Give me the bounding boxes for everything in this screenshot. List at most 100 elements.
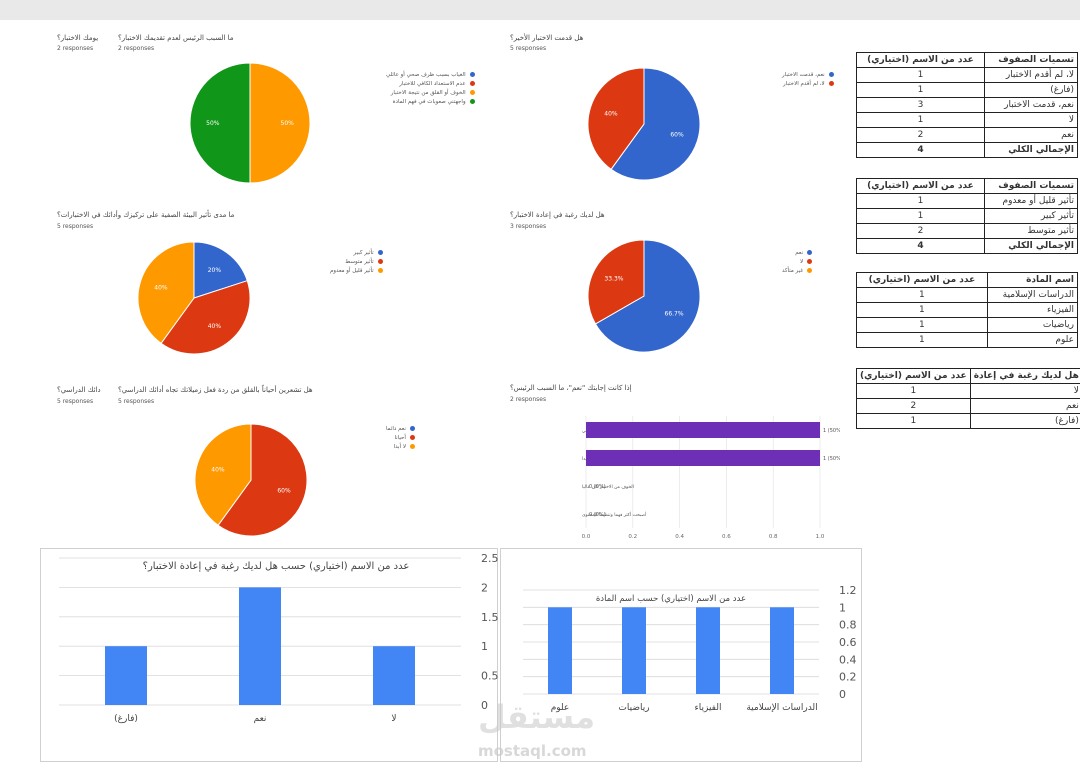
pie-slice-label: 40% bbox=[154, 284, 168, 291]
table-row: (فارغ) 1 bbox=[856, 82, 1079, 98]
pie-legend: الغياب بسبب ظرف صحي أو عائلي عدم الاستعدا… bbox=[386, 70, 475, 106]
pie-chart: 66.7% 33.3% bbox=[587, 239, 701, 353]
pie-chart: 50% 50% bbox=[189, 62, 311, 184]
table-cell: الإجمالي الكلي bbox=[983, 238, 1079, 254]
legend-dot-icon bbox=[409, 435, 415, 440]
y-tick-label: 0.4 bbox=[839, 653, 857, 666]
pie-slice-label: 66.7% bbox=[665, 310, 684, 317]
legend-label: تأثير كبير bbox=[353, 249, 374, 256]
legend-label: الغياب بسبب ظرف صحي أو عائلي bbox=[386, 71, 466, 78]
pie-chart: 60% 40% bbox=[587, 67, 701, 181]
pie-slice-label: 50% bbox=[206, 120, 220, 127]
legend-dot-icon bbox=[828, 81, 834, 86]
pivot-table-took-exam: تسميات الصفوف عدد من الاسم (اختياري) لا، ل… bbox=[856, 52, 1079, 158]
table-cell: 2 bbox=[856, 223, 985, 239]
bar bbox=[586, 422, 820, 438]
bar bbox=[586, 450, 820, 466]
table-header-row: اسم المادة عدد من الاسم (اختياري) bbox=[856, 272, 1079, 288]
question-title: هل تشعرين أحياناً بالقلق من ردة فعل زميل… bbox=[118, 386, 313, 394]
table-cell: الدراسات الإسلامية bbox=[986, 287, 1079, 303]
pie-legend: نعم لا غير متأكد bbox=[782, 248, 813, 275]
legend-label: نعم دائما bbox=[386, 425, 406, 432]
table-row: لا 1 bbox=[856, 383, 1080, 399]
pie-slice-label: 33.3% bbox=[604, 276, 623, 283]
table-cell: لا، لم أقدم الاختبار bbox=[983, 67, 1079, 83]
y-tick-label: 0 bbox=[839, 688, 846, 701]
pie-slice bbox=[249, 62, 311, 184]
table-row: نعم 2 bbox=[856, 127, 1079, 143]
legend-label: تأثير متوسط bbox=[345, 258, 374, 265]
table-cell: تسميات الصفوف bbox=[983, 52, 1079, 68]
table-row: تأثير متوسط 2 bbox=[856, 223, 1079, 239]
table-total-row: الإجمالي الكلي 4 bbox=[856, 238, 1079, 254]
question-title-extra: دائك الدراسي؟ bbox=[57, 386, 101, 394]
y-tick-label: 0.2 bbox=[839, 671, 857, 684]
table-cell: عدد من الاسم (اختياري) bbox=[856, 368, 971, 384]
pie-slice-label: 60% bbox=[670, 132, 684, 139]
responses-count: 5 responses bbox=[510, 45, 547, 52]
pie-slice-label: 50% bbox=[281, 120, 295, 127]
bar bbox=[622, 607, 646, 694]
legend-dot-icon bbox=[807, 250, 813, 255]
table-row: لا 1 bbox=[856, 112, 1079, 128]
legend-label: غير متأكد bbox=[782, 267, 804, 274]
table-cell: نعم bbox=[969, 398, 1080, 414]
table-cell: 2 bbox=[856, 127, 985, 143]
bar bbox=[239, 587, 281, 705]
table-row: علوم 1 bbox=[856, 332, 1079, 348]
table-cell: عدد من الاسم (اختياري) bbox=[856, 178, 985, 194]
pie-slice-label: 40% bbox=[208, 323, 222, 330]
pie-slice bbox=[594, 239, 701, 353]
legend-label: نعم bbox=[795, 249, 804, 256]
y-tick-label: 0.5 bbox=[481, 670, 499, 683]
pie-slice bbox=[189, 62, 251, 184]
legend-dot-icon bbox=[377, 250, 383, 255]
watermark-logo: مستقل bbox=[478, 698, 596, 736]
x-tick-label: 1.0 bbox=[816, 534, 825, 540]
legend-item: نعم، قدمت الاختبار bbox=[782, 70, 834, 79]
table-cell: 1 bbox=[856, 302, 988, 318]
x-tick-label: 0.4 bbox=[675, 534, 684, 540]
column-chart-subject: 0 0.2 0.4 0.6 0.8 1 1.2 علوم رياضيات الفيزياء الدر… bbox=[500, 548, 862, 762]
legend-dot-icon bbox=[469, 81, 475, 86]
legend-item: عدم الاستعداد الكافي للاختبار bbox=[386, 79, 475, 88]
legend-item: أحيانا bbox=[386, 433, 415, 442]
table-cell: الفيزياء bbox=[986, 302, 1079, 318]
legend-item: تأثير قليل أو معدوم bbox=[330, 266, 383, 275]
x-category-label: الفيزياء bbox=[695, 703, 722, 713]
table-header-row: هل لديك رغبة في إعادة عدد من الاسم (اختيا… bbox=[856, 368, 1080, 384]
legend-label: أحيانا bbox=[394, 434, 406, 441]
legend-dot-icon bbox=[409, 444, 415, 449]
column-chart-svg: 0 0.2 0.4 0.6 0.8 1 1.2 علوم رياضيات الفيزياء الدر… bbox=[523, 584, 857, 713]
legend-dot-icon bbox=[469, 99, 475, 104]
x-tick-label: 0.8 bbox=[769, 534, 778, 540]
table-cell: 1 bbox=[856, 332, 988, 348]
y-tick-label: 0.8 bbox=[839, 619, 857, 632]
table-cell: هل لديك رغبة في إعادة bbox=[969, 368, 1080, 384]
y-tick-label: 2.5 bbox=[481, 552, 499, 565]
legend-label: واجهتني صعوبات في فهم المادة bbox=[392, 98, 466, 105]
table-cell: 4 bbox=[856, 142, 985, 158]
table-cell: الإجمالي الكلي bbox=[983, 142, 1079, 158]
column-chart-retake: 0 0.5 1 1.5 2 2.5 (فارغ) نعم لا عدد من الاسم (اخت… bbox=[40, 548, 499, 762]
x-tick-label: 0.0 bbox=[582, 534, 591, 540]
pie-slice-label: 20% bbox=[208, 267, 222, 274]
bar-value-label: 0 (0%) bbox=[589, 484, 606, 490]
legend-item: تأثير كبير bbox=[330, 248, 383, 257]
legend-label: عدم الاستعداد الكافي للاختبار bbox=[399, 80, 466, 87]
legend-item: واجهتني صعوبات في فهم المادة bbox=[386, 97, 475, 106]
table-cell: تأثير متوسط bbox=[983, 223, 1079, 239]
table-cell: (فارغ) bbox=[983, 82, 1079, 98]
pie-slice bbox=[193, 241, 248, 299]
pie-slice-label: 60% bbox=[277, 488, 291, 495]
pie-legend: نعم، قدمت الاختبار لا، لم أقدم الاختبار bbox=[782, 70, 834, 88]
pie-slice bbox=[217, 423, 308, 537]
legend-item: نعم دائما bbox=[386, 424, 415, 433]
table-cell: لا bbox=[969, 383, 1080, 399]
table-cell: 4 bbox=[856, 238, 985, 254]
legend-label: لا bbox=[799, 258, 804, 265]
bar bbox=[373, 646, 415, 705]
table-row: رياضيات 1 bbox=[856, 317, 1079, 333]
y-tick-label: 0.6 bbox=[839, 636, 857, 649]
legend-item: تأثير متوسط bbox=[330, 257, 383, 266]
